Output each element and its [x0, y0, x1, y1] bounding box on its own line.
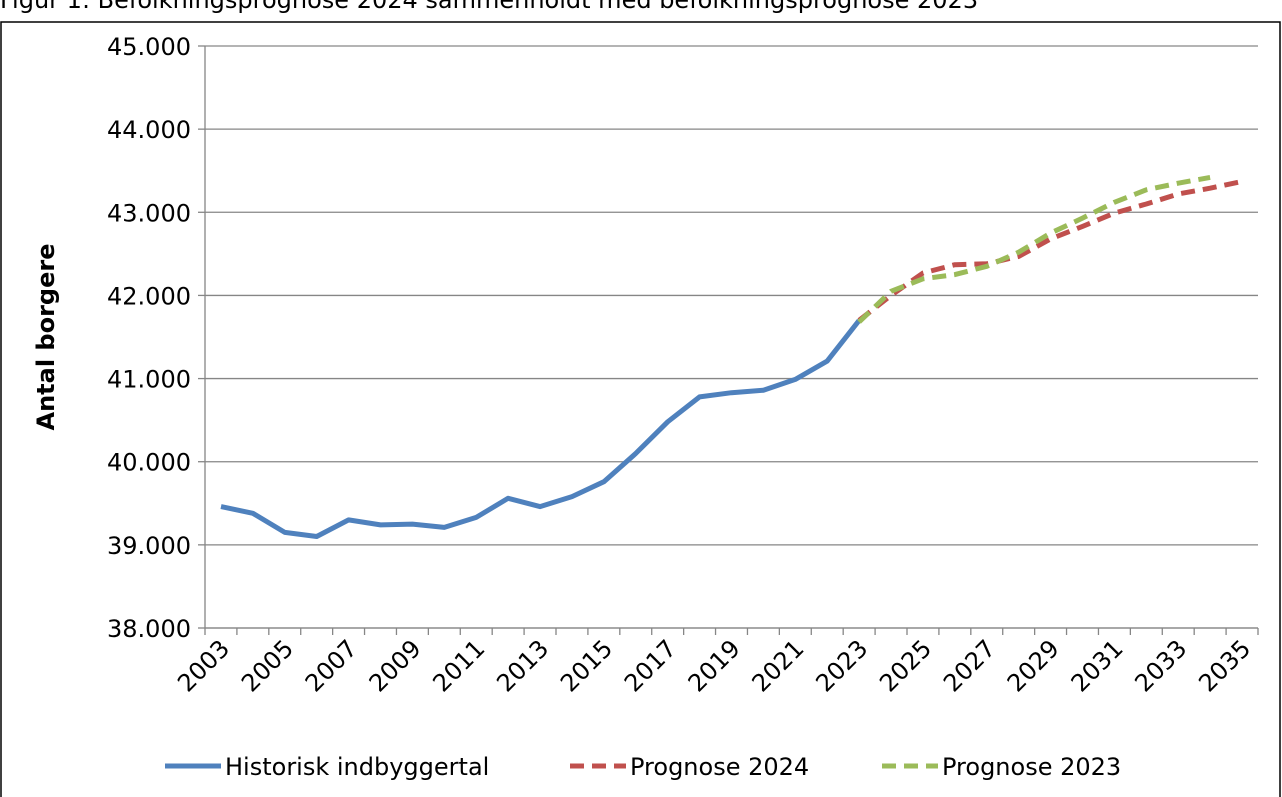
x-tick-label: 2017 — [619, 634, 682, 697]
x-tick-label: 2013 — [491, 634, 554, 697]
x-tick-label: 2029 — [1002, 634, 1065, 697]
chart-title: Figur 1: Befolkningsprognose 2024 sammen… — [0, 0, 978, 14]
x-tick-label: 2021 — [747, 634, 810, 697]
x-tick-label: 2027 — [938, 634, 1001, 697]
legend-label: Prognose 2023 — [942, 753, 1121, 781]
legend-label: Historisk indbyggertal — [225, 753, 489, 781]
x-tick-label: 2015 — [555, 634, 618, 697]
series-line — [857, 174, 1211, 324]
x-tick-label: 2011 — [427, 634, 490, 697]
y-tick-label: 40.000 — [107, 449, 191, 477]
series-line — [220, 318, 862, 539]
x-tick-label: 2033 — [1129, 634, 1192, 697]
y-tick-label: 43.000 — [107, 199, 191, 227]
x-tick-label: 2003 — [172, 634, 235, 697]
x-tick-label: 2005 — [236, 634, 299, 697]
y-axis-label: Antal borgere — [32, 244, 60, 431]
legend-label: Prognose 2024 — [630, 753, 809, 781]
chart-frame — [0, 21, 1281, 797]
y-tick-label: 39.000 — [107, 532, 191, 560]
x-tick-label: 2019 — [683, 634, 746, 697]
series-line — [857, 179, 1243, 323]
x-tick-label: 2007 — [300, 634, 363, 697]
x-tick-label: 2025 — [874, 634, 937, 697]
y-tick-label: 38.000 — [107, 615, 191, 643]
x-tick-label: 2031 — [1066, 634, 1129, 697]
x-tick-label: 2023 — [810, 634, 873, 697]
y-tick-label: 44.000 — [107, 116, 191, 144]
y-tick-label: 42.000 — [107, 282, 191, 310]
y-tick-label: 41.000 — [107, 366, 191, 394]
x-tick-label: 2009 — [364, 634, 427, 697]
y-tick-label: 45.000 — [107, 33, 191, 61]
x-tick-label: 2035 — [1193, 634, 1256, 697]
